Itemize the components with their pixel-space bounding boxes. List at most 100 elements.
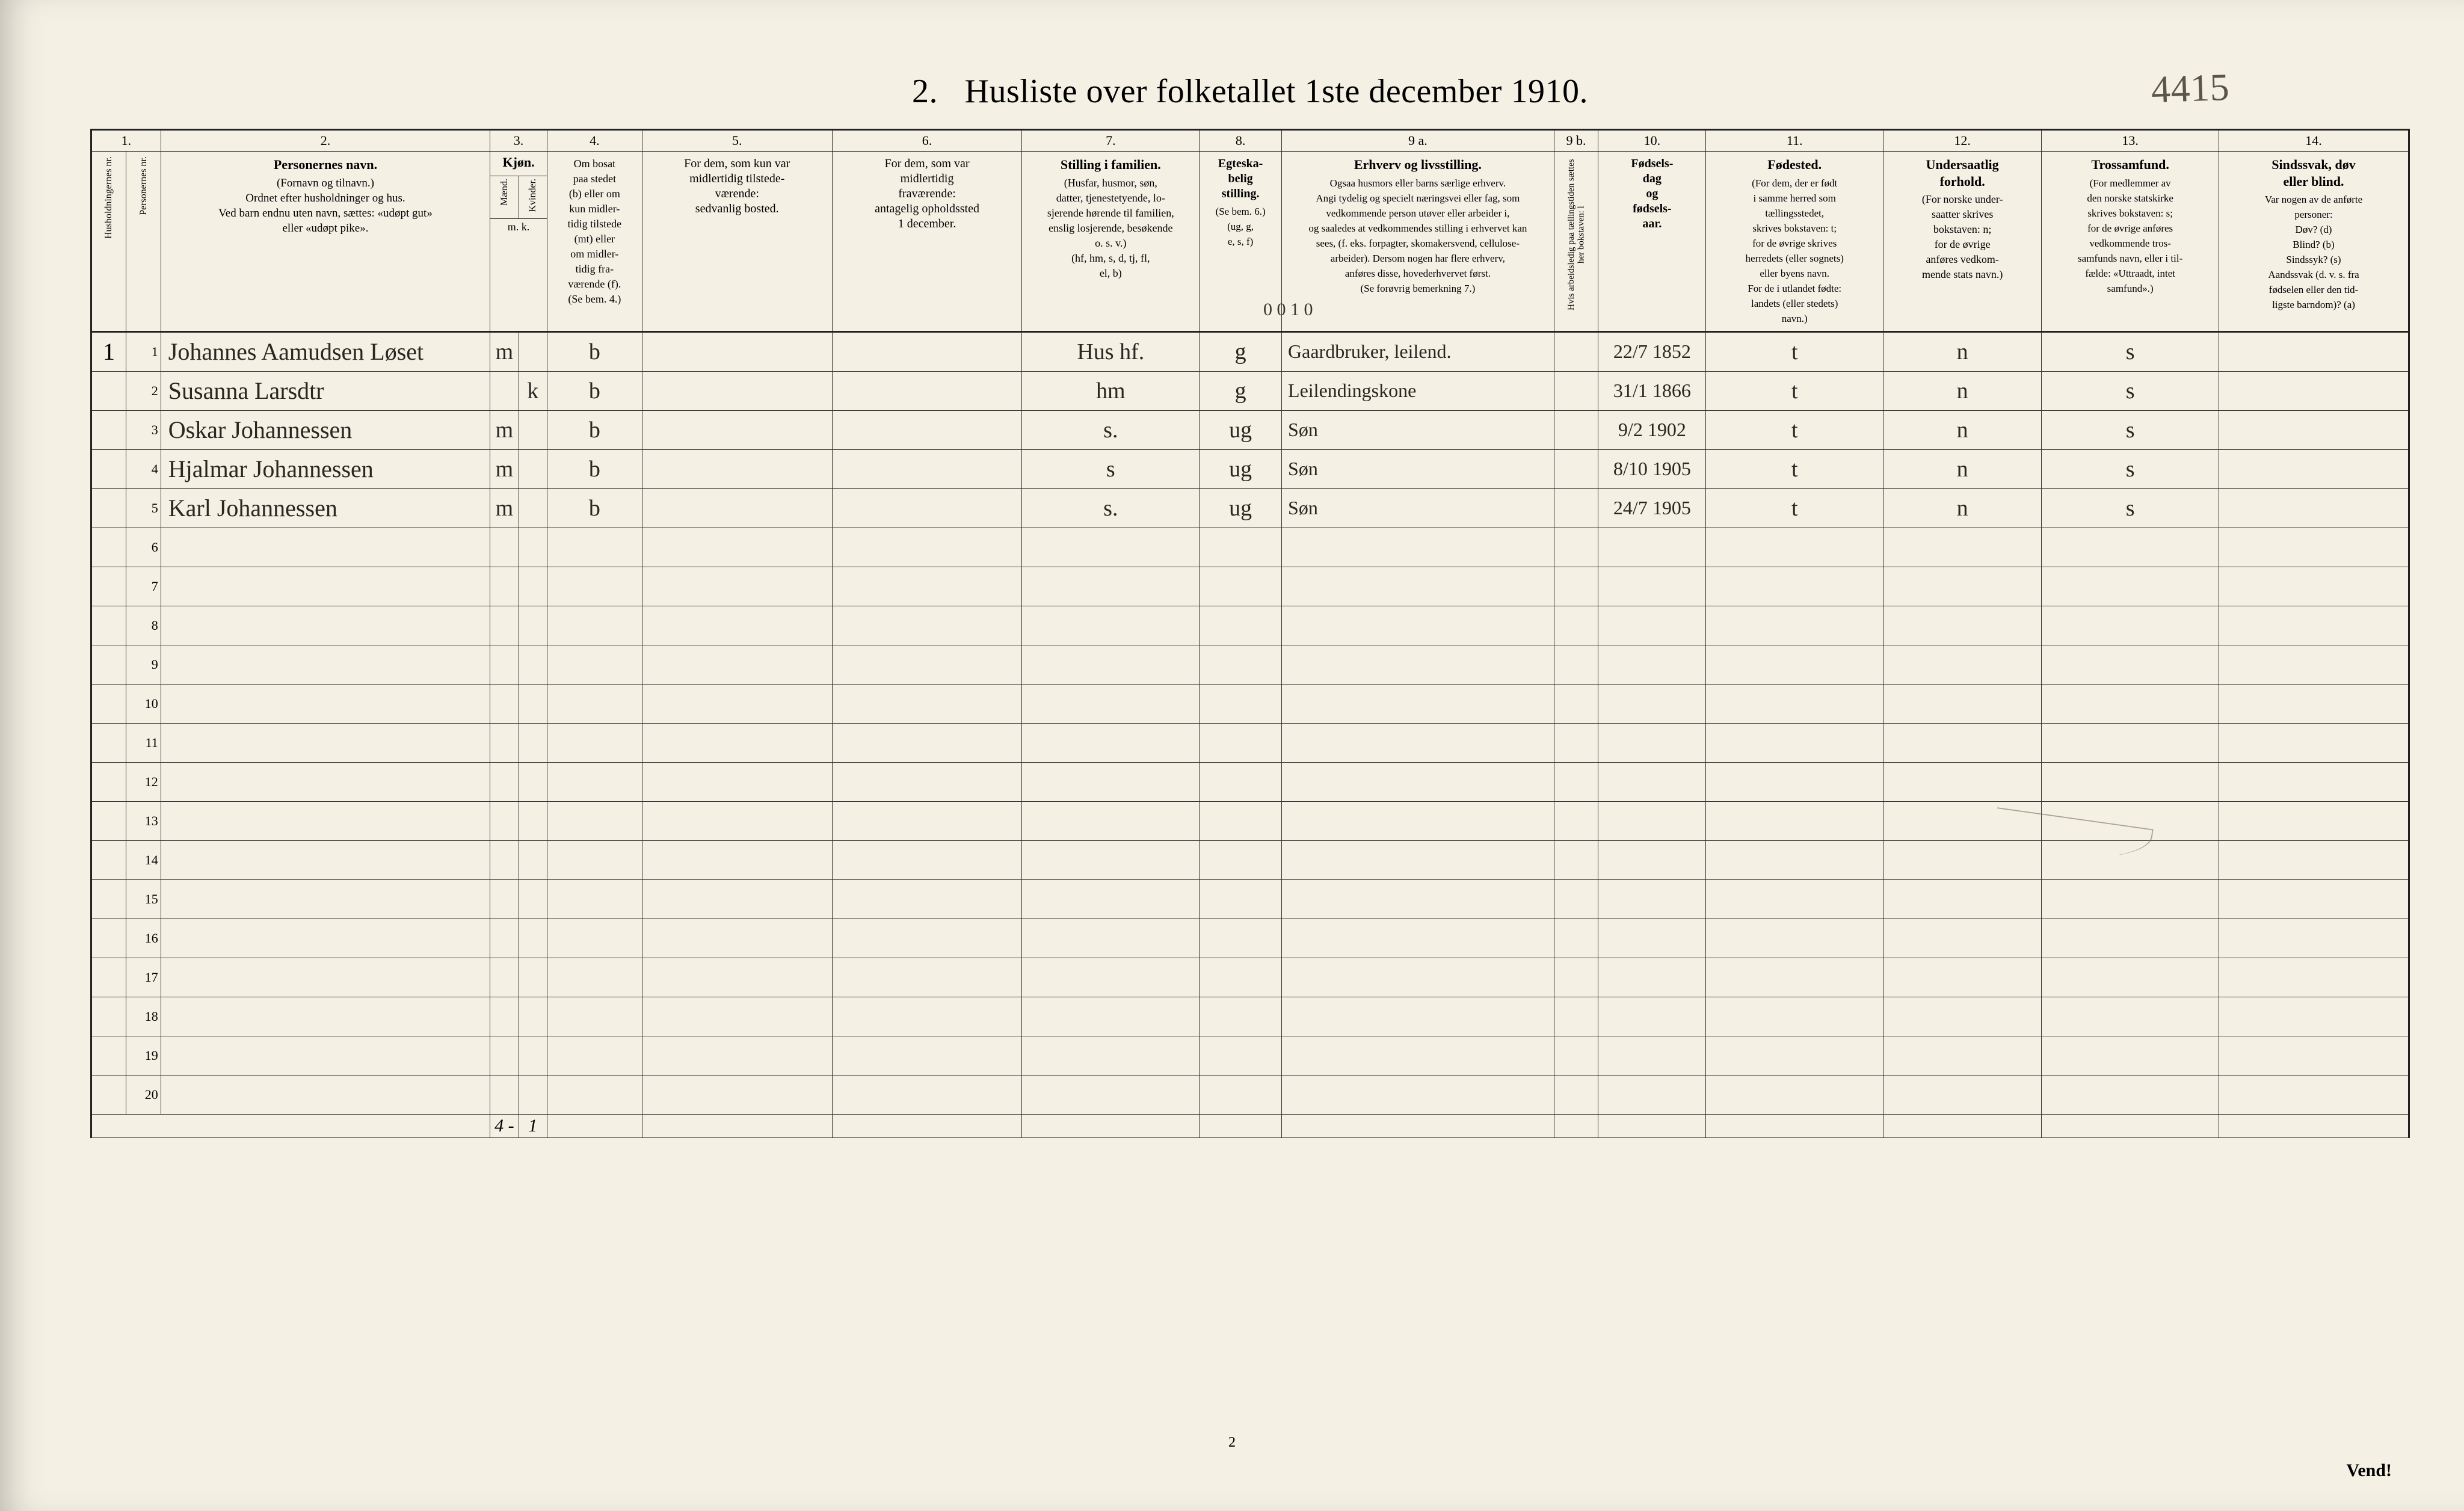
col6 <box>832 1036 1022 1075</box>
person-number: 2 <box>126 371 161 410</box>
disability <box>2219 645 2409 684</box>
marital-status <box>1200 723 1282 762</box>
person-number: 12 <box>126 762 161 801</box>
family-position <box>1022 801 1200 840</box>
family-position: hm <box>1022 371 1200 410</box>
religion <box>2042 528 2219 567</box>
marital-status <box>1200 567 1282 606</box>
col9b <box>1554 645 1598 684</box>
bosat <box>547 528 642 567</box>
religion <box>2042 762 2219 801</box>
col6-label: For dem, som var midlertidig fraværende:… <box>832 152 1022 332</box>
col-num-13: 13. <box>2042 130 2219 152</box>
birth-date <box>1598 840 1706 879</box>
sex-k <box>519 1036 547 1075</box>
table-row: 9 <box>91 645 2409 684</box>
col-num-11: 11. <box>1706 130 1883 152</box>
nationality <box>1883 997 2042 1036</box>
marital-status <box>1200 1036 1282 1075</box>
bosat <box>547 801 642 840</box>
birth-date <box>1598 645 1706 684</box>
person-name: Oskar Johannessen <box>161 410 490 449</box>
birth-date <box>1598 1036 1706 1075</box>
col2-label: Personernes navn. (Fornavn og tilnavn.) … <box>161 152 490 332</box>
col6 <box>832 331 1022 371</box>
birth-place <box>1706 567 1883 606</box>
occupation <box>1282 684 1554 723</box>
col10-label: Fødsels- dag og fødsels- aar. <box>1598 152 1706 332</box>
tally-m: 4 - <box>490 1114 519 1137</box>
person-number: 3 <box>126 410 161 449</box>
birth-date: 9/2 1902 <box>1598 410 1706 449</box>
occupation: Søn <box>1282 410 1554 449</box>
sex-k <box>519 528 547 567</box>
marital-status: ug <box>1200 449 1282 488</box>
person-name <box>161 958 490 997</box>
birth-date <box>1598 879 1706 919</box>
col5 <box>642 567 832 606</box>
col5 <box>642 488 832 528</box>
sex-m <box>490 567 519 606</box>
sex-k <box>519 606 547 645</box>
birth-date <box>1598 606 1706 645</box>
birth-place <box>1706 762 1883 801</box>
disability <box>2219 1036 2409 1075</box>
family-position <box>1022 528 1200 567</box>
birth-place <box>1706 997 1883 1036</box>
hh-number <box>91 567 126 606</box>
disability <box>2219 840 2409 879</box>
table-row: 20 <box>91 1075 2409 1114</box>
nationality <box>1883 958 2042 997</box>
nationality <box>1883 1036 2042 1075</box>
col9b <box>1554 1075 1598 1114</box>
sex-m: m <box>490 410 519 449</box>
sex-k <box>519 919 547 958</box>
occupation <box>1282 801 1554 840</box>
col6 <box>832 645 1022 684</box>
person-name <box>161 645 490 684</box>
person-number: 7 <box>126 567 161 606</box>
bosat <box>547 723 642 762</box>
col9b-label: Hvis arbeidsledig paa tællingstiden sætt… <box>1554 152 1598 332</box>
col-num-9b: 9 b. <box>1554 130 1598 152</box>
col5 <box>642 762 832 801</box>
religion <box>2042 684 2219 723</box>
religion <box>2042 958 2219 997</box>
col9b <box>1554 840 1598 879</box>
family-position <box>1022 567 1200 606</box>
nationality <box>1883 879 2042 919</box>
col-num-3: 3. <box>490 130 547 152</box>
bosat <box>547 840 642 879</box>
person-name <box>161 1075 490 1114</box>
col-num-2: 2. <box>161 130 490 152</box>
col5 <box>642 331 832 371</box>
nationality: n <box>1883 371 2042 410</box>
hh-number <box>91 1075 126 1114</box>
family-position <box>1022 958 1200 997</box>
family-position: s. <box>1022 488 1200 528</box>
table-row: 11Johannes Aamudsen LøsetmbHus hf.gGaard… <box>91 331 2409 371</box>
nationality <box>1883 567 2042 606</box>
person-name <box>161 1036 490 1075</box>
nationality <box>1883 684 2042 723</box>
col4-label: Om bosat paa stedet (b) eller om kun mid… <box>547 152 642 332</box>
sex-m <box>490 840 519 879</box>
birth-place <box>1706 684 1883 723</box>
birth-place: t <box>1706 331 1883 371</box>
marital-status: g <box>1200 371 1282 410</box>
religion: s <box>2042 371 2219 410</box>
person-name <box>161 567 490 606</box>
nationality <box>1883 606 2042 645</box>
person-name <box>161 879 490 919</box>
sex-m <box>490 528 519 567</box>
marital-status <box>1200 1075 1282 1114</box>
hh-number <box>91 840 126 879</box>
sex-k <box>519 762 547 801</box>
occupation <box>1282 645 1554 684</box>
col9b <box>1554 410 1598 449</box>
hh-number <box>91 410 126 449</box>
bosat <box>547 762 642 801</box>
disability <box>2219 723 2409 762</box>
person-name <box>161 840 490 879</box>
religion <box>2042 606 2219 645</box>
